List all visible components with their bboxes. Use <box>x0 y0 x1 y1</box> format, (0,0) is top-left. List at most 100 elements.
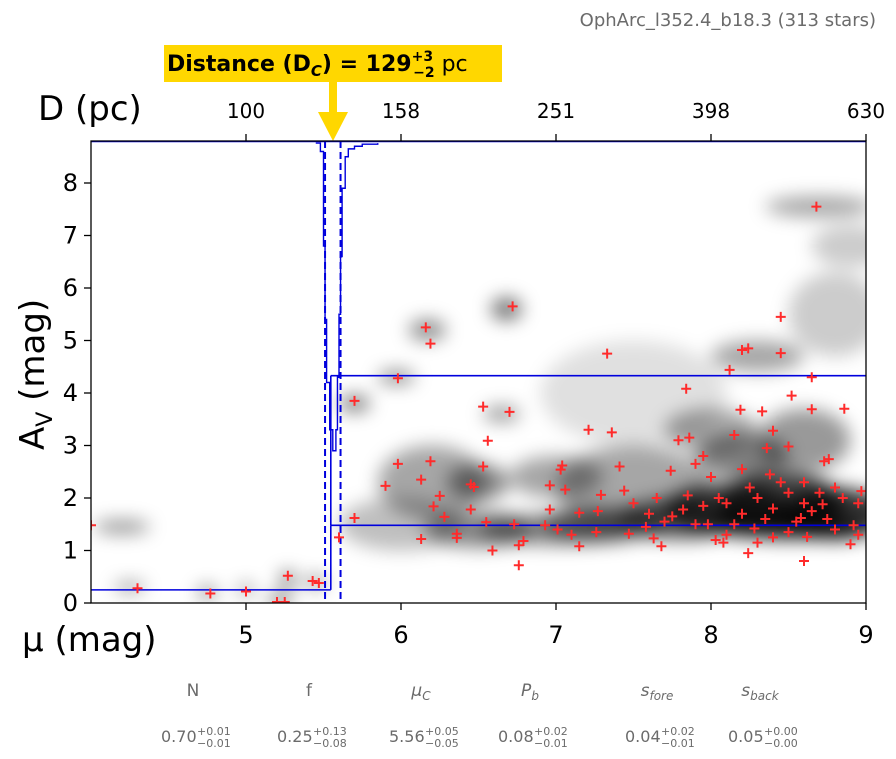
star-marker <box>806 372 817 383</box>
param-upper-error: +0.00 <box>764 725 798 738</box>
param-lower-error: −0.05 <box>425 737 459 750</box>
star-marker <box>623 528 634 539</box>
star-marker <box>760 514 771 524</box>
star-marker <box>591 527 602 538</box>
star-marker <box>802 531 813 542</box>
star-marker <box>819 456 830 467</box>
y-tick-label: 4 <box>63 379 78 407</box>
star-marker <box>313 578 324 589</box>
param-name-subscript: back <box>750 689 780 703</box>
star-marker <box>465 504 476 515</box>
star-marker <box>761 443 772 454</box>
y-tick-label: 1 <box>63 537 78 565</box>
star-marker <box>592 506 603 517</box>
top-tick-label: 158 <box>382 99 420 123</box>
star-marker <box>799 477 809 488</box>
star-marker <box>595 489 606 500</box>
param-name-subscript: b <box>531 689 539 703</box>
star-marker <box>583 424 594 435</box>
star-marker <box>830 524 840 535</box>
param-name-symbol: s <box>641 681 650 701</box>
star-marker <box>786 390 797 401</box>
param-name: N <box>187 681 200 701</box>
y-tick-label: 3 <box>63 432 78 460</box>
star-marker <box>673 435 684 446</box>
star-marker <box>451 528 462 539</box>
star-marker <box>482 435 493 446</box>
param-name-symbol: s <box>741 681 750 701</box>
star-marker <box>710 535 721 545</box>
y-tick-label: 7 <box>63 222 78 250</box>
star-marker <box>799 556 809 566</box>
param-lower-error: −0.01 <box>197 737 231 750</box>
distance-unit: pc <box>435 52 468 77</box>
star-marker <box>698 451 709 461</box>
x-axis-label-text: μ (mag) <box>22 620 157 660</box>
star-marker <box>468 481 479 492</box>
dust-blob <box>408 319 446 341</box>
param-value: 5.56 <box>389 727 425 746</box>
dust-blob <box>757 408 851 472</box>
x-tick-label: 6 <box>393 621 408 649</box>
star-marker <box>737 508 747 519</box>
star-marker <box>721 529 732 540</box>
y-axis-ticks: 0 1 2 3 4 5 6 7 8 <box>63 169 91 617</box>
distance-lower-err: −2 <box>413 65 434 81</box>
star-marker <box>806 404 817 415</box>
posterior-histogram <box>315 142 379 452</box>
distance-value: ) = 129 <box>322 52 412 77</box>
top-tick-label: 630 <box>847 99 885 123</box>
param-name: μC <box>410 681 431 703</box>
x-tick-label: 7 <box>548 621 563 649</box>
star-marker <box>540 520 551 531</box>
star-marker <box>349 512 360 523</box>
plot-frame <box>90 140 867 604</box>
dust-blob <box>509 456 603 498</box>
star-marker <box>856 486 866 497</box>
distance-prefix-sub: C <box>311 62 322 80</box>
star-marker <box>544 504 555 515</box>
param-value: 0.05 <box>728 727 764 746</box>
distance-prefix: Distance (D <box>167 52 311 77</box>
star-marker <box>768 425 778 436</box>
star-marker <box>775 348 786 359</box>
param-lower-error: −0.00 <box>764 737 798 750</box>
star-marker <box>799 498 809 509</box>
dust-blob <box>490 297 522 321</box>
star-marker <box>602 348 613 359</box>
star-marker <box>678 504 689 515</box>
star-marker <box>425 338 436 349</box>
param-upper-error: +0.05 <box>425 725 459 738</box>
star-marker <box>640 521 651 532</box>
top-tick-label: 100 <box>227 99 265 123</box>
distance-banner: Distance (DC) = 129+3 −2 pc <box>164 45 502 82</box>
star-marker <box>729 519 740 530</box>
distance-upper-err: +3 <box>412 49 433 65</box>
star-marker <box>504 406 515 417</box>
star-marker <box>132 583 143 594</box>
star-marker <box>380 480 391 491</box>
star-marker <box>434 490 445 501</box>
star-marker <box>806 506 817 517</box>
star-marker <box>822 514 833 524</box>
distance-arrow <box>318 82 348 141</box>
star-marker <box>848 520 859 531</box>
x-tick-label: 9 <box>858 621 873 649</box>
y-axis-label-sub: V <box>33 412 58 427</box>
star-marker <box>392 373 403 384</box>
star-marker <box>606 427 617 438</box>
dust-blob <box>788 272 866 357</box>
star-marker <box>416 533 427 544</box>
star-marker <box>307 575 318 586</box>
dust-blob <box>664 408 758 451</box>
star-marker <box>814 487 825 498</box>
star-marker <box>518 536 529 547</box>
dust-blob <box>306 576 326 588</box>
star-marker <box>752 537 763 548</box>
dust-blob <box>377 370 415 384</box>
star-marker <box>428 501 439 512</box>
star-marker <box>487 545 498 556</box>
plot-area <box>91 141 866 603</box>
